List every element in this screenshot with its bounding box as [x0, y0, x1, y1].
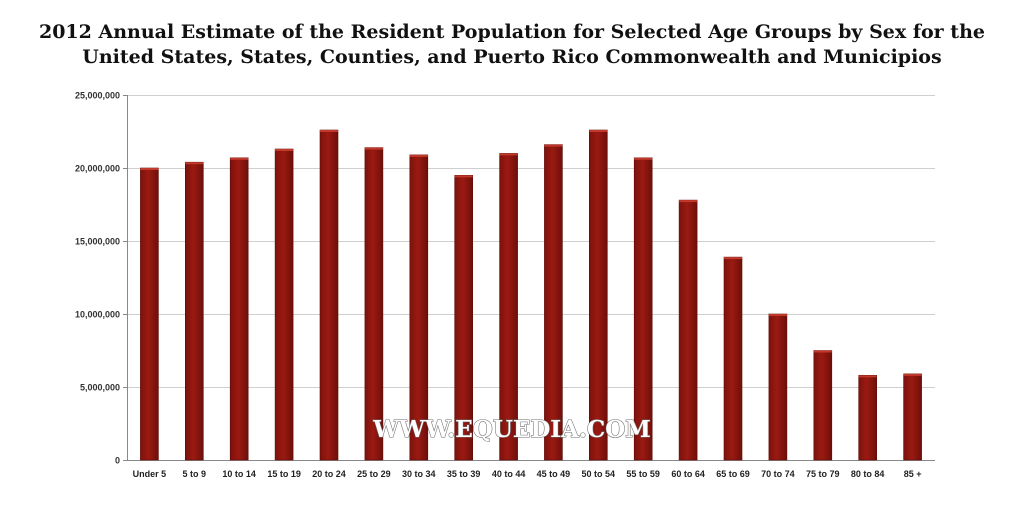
- x-tick-label: 80 to 84: [851, 469, 885, 479]
- x-tick-label: 30 to 34: [402, 469, 436, 479]
- x-axis-ticks: Under 5 5 to 9 10 to 14 15 to 19 20 to 24 25 …: [133, 469, 922, 479]
- y-tick-label: 0: [115, 456, 120, 466]
- bar-cap: [858, 375, 877, 378]
- bar-cap: [140, 168, 159, 170]
- bar-20-to-24: [319, 129, 339, 461]
- bar-5-to-9: [185, 161, 204, 461]
- bar-cap: [768, 314, 787, 316]
- x-tick-label: 50 to 54: [582, 469, 616, 479]
- bar-cap: [275, 149, 294, 151]
- bar-75-to-79: [813, 350, 833, 461]
- y-tick-label: 25,000,000: [75, 91, 120, 101]
- bar-55-to-59: [633, 157, 653, 461]
- y-tick-label: 20,000,000: [75, 164, 120, 174]
- bar-70-to-74: [768, 313, 788, 461]
- bar-cap: [230, 157, 249, 160]
- bar-85: [903, 373, 922, 461]
- y-tick-label: 10,000,000: [75, 310, 120, 320]
- bar-cap: [454, 175, 473, 178]
- bar-cap: [409, 154, 428, 157]
- bar-cap: [724, 257, 742, 260]
- bar-cap: [185, 162, 204, 165]
- bar-cap: [499, 153, 518, 156]
- x-tick-label: 55 to 59: [626, 469, 660, 479]
- x-tick-label: 40 to 44: [492, 469, 526, 479]
- bar-45-to-49: [544, 144, 563, 461]
- x-tick-label: 45 to 49: [537, 469, 571, 479]
- x-tick-label: 20 to 24: [312, 469, 346, 479]
- bar-30-to-34: [409, 154, 429, 461]
- bar-40-to-44: [499, 153, 518, 461]
- x-tick-label: 35 to 39: [447, 469, 481, 479]
- chart-title: 2012 Annual Estimate of the Resident Pop…: [0, 20, 1024, 70]
- watermark: WWW.EQUEDIA.COM: [372, 416, 650, 443]
- bar-60-to-64: [678, 199, 698, 461]
- bar-80-to-84: [858, 374, 878, 461]
- bars: [140, 129, 922, 461]
- bar-cap: [364, 147, 383, 150]
- bar-65-to-69: [723, 256, 743, 461]
- bar-cap: [589, 130, 608, 132]
- x-tick-label: 65 to 69: [716, 469, 750, 479]
- bar-cap: [544, 144, 563, 147]
- bar-cap: [813, 350, 832, 353]
- x-tick-label: 25 to 29: [357, 469, 391, 479]
- bar-cap: [634, 157, 653, 160]
- x-tick-label: Under 5: [133, 469, 167, 479]
- bar-cap: [320, 130, 338, 132]
- bar-10-to-14: [229, 157, 249, 461]
- bar-cap: [903, 373, 922, 376]
- x-tick-label: 15 to 19: [267, 469, 301, 479]
- x-tick-label: 75 to 79: [806, 469, 840, 479]
- y-tick-label: 15,000,000: [75, 237, 120, 247]
- y-axis-ticks: 0 5,000,000 10,000,000 15,000,000 20,000,000…: [75, 91, 120, 466]
- bar-15-to-19: [274, 148, 294, 461]
- x-tick-label: 60 to 64: [671, 469, 705, 479]
- bar-25-to-29: [364, 147, 384, 461]
- bar-cap: [679, 200, 698, 203]
- bar-under-5: [140, 167, 159, 461]
- x-tick-label: 85 +: [904, 469, 922, 479]
- x-tick-label: 70 to 74: [761, 469, 795, 479]
- y-tick-label: 5,000,000: [80, 383, 120, 393]
- chart-title-line-2: United States, States, Counties, and Pue…: [82, 46, 942, 68]
- gridlines: [123, 95, 935, 461]
- x-tick-label: 10 to 14: [222, 469, 256, 479]
- x-tick-label: 5 to 9: [183, 469, 207, 479]
- chart-title-line-1: 2012 Annual Estimate of the Resident Pop…: [38, 21, 985, 43]
- bar-50-to-54: [588, 129, 608, 461]
